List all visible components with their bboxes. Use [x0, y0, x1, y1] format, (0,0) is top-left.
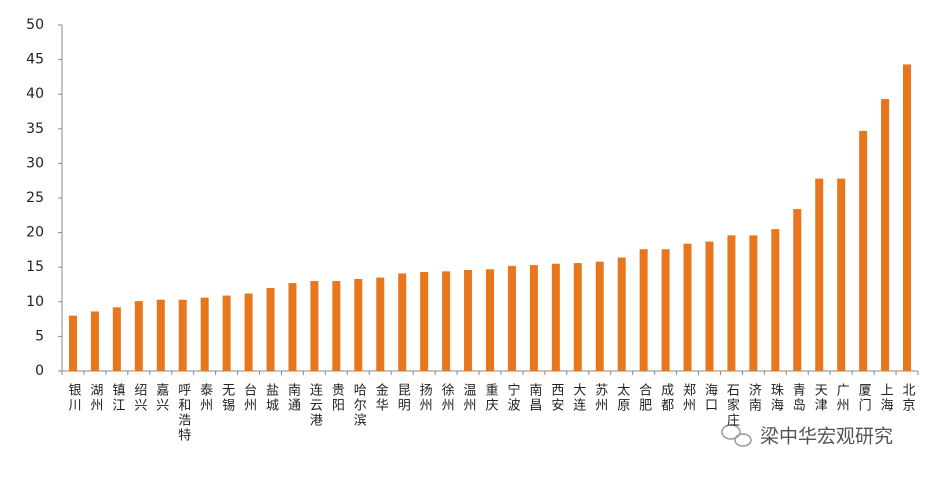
- x-tick-label: 郑州: [680, 383, 696, 413]
- bar: [881, 99, 890, 371]
- bar: [815, 178, 824, 371]
- watermark-icon: [721, 424, 752, 447]
- bar: [90, 311, 99, 371]
- bar: [398, 273, 407, 371]
- x-tick-label: 珠海: [768, 383, 784, 413]
- x-tick-label: 天津: [812, 383, 828, 413]
- bar: [705, 241, 714, 371]
- bar: [244, 293, 253, 371]
- x-tick-label: 厦门: [856, 383, 872, 413]
- y-tick-label: 30: [26, 155, 44, 171]
- bar: [288, 283, 297, 371]
- y-tick-label: 5: [35, 328, 44, 344]
- x-tick-label: 镇江: [109, 383, 125, 413]
- bar: [156, 299, 165, 371]
- bar: [310, 281, 319, 371]
- x-tick-label: 泰州: [197, 383, 213, 413]
- bar: [68, 315, 77, 371]
- x-tick-label: 西安: [548, 383, 564, 413]
- y-tick-label: 40: [26, 86, 44, 102]
- bar: [661, 249, 670, 371]
- x-tick-label: 哈尔滨: [351, 383, 367, 428]
- bar: [639, 249, 648, 371]
- y-tick-label: 45: [26, 52, 44, 68]
- x-tick-label: 南通: [285, 382, 301, 413]
- bar: [354, 278, 363, 371]
- x-tick-label: 济南: [746, 383, 762, 413]
- bar: [727, 235, 736, 371]
- bar: [178, 299, 187, 371]
- watermark: 梁中华宏观研究: [760, 426, 893, 448]
- bar: [376, 277, 385, 371]
- x-tick-label: 徐州: [439, 383, 455, 413]
- x-tick-label: 成都: [658, 383, 674, 413]
- bar: [573, 263, 582, 371]
- bar: [595, 261, 604, 371]
- x-tick-label: 南昌: [526, 382, 542, 413]
- x-tick-label: 宁波: [504, 382, 520, 413]
- x-tick-label: 上海: [878, 383, 894, 413]
- x-tick-label: 绍兴: [131, 383, 147, 413]
- x-tick-label: 银川: [65, 383, 81, 413]
- y-tick-label: 0: [35, 363, 44, 379]
- bar: [442, 271, 451, 371]
- bar: [332, 281, 341, 371]
- bar: [464, 269, 473, 371]
- x-tick-label: 重庆: [483, 382, 499, 413]
- x-tick-label: 嘉兴: [153, 383, 169, 413]
- bar: [112, 307, 121, 371]
- x-tick-label: 昆明: [395, 383, 410, 413]
- bar: [222, 295, 231, 371]
- bar: [859, 130, 868, 371]
- bar: [134, 301, 143, 371]
- x-tick-label: 无锡: [219, 383, 235, 413]
- bar: [837, 178, 846, 371]
- bar: [420, 272, 429, 371]
- bar: [507, 265, 516, 371]
- x-tick-label: 合肥: [636, 383, 652, 413]
- bar: [486, 269, 494, 371]
- y-tick-label: 25: [26, 190, 44, 206]
- y-tick-label: 50: [26, 17, 44, 33]
- x-tick-label: 海口: [702, 383, 718, 413]
- x-tick-label: 金华: [373, 382, 389, 413]
- bar: [200, 297, 209, 371]
- x-tick-label: 盐城: [263, 383, 279, 413]
- x-tick-label: 广州: [834, 383, 850, 413]
- bar: [529, 265, 538, 371]
- y-tick-label: 35: [26, 121, 44, 137]
- bar: [683, 243, 692, 371]
- x-tick-label: 贵阳: [329, 383, 345, 413]
- x-tick-label: 北京: [900, 383, 916, 413]
- x-tick-label: 扬州: [417, 383, 433, 413]
- bar: [749, 235, 758, 371]
- bar: [903, 64, 912, 371]
- y-tick-label: 15: [26, 259, 44, 275]
- x-tick-label: 温州: [461, 383, 477, 413]
- y-tick-label: 10: [26, 294, 44, 310]
- x-tick-label: 湖州: [87, 383, 103, 413]
- y-tick-label: 20: [26, 225, 44, 241]
- x-tick-label: 连云港: [307, 382, 323, 428]
- bar: [771, 229, 780, 371]
- x-tick-label: 呼和浩特: [175, 383, 191, 443]
- x-tick-label: 青岛: [790, 383, 806, 413]
- x-tick-label: 太原: [614, 383, 630, 413]
- bar: [266, 287, 275, 371]
- bar: [793, 209, 802, 371]
- bar: [617, 257, 626, 371]
- x-tick-label: 石家庄: [724, 383, 740, 428]
- x-tick-label: 台州: [241, 383, 256, 413]
- x-tick-label: 大连: [570, 383, 586, 413]
- bar: [551, 263, 560, 371]
- x-tick-label: 苏州: [592, 382, 608, 413]
